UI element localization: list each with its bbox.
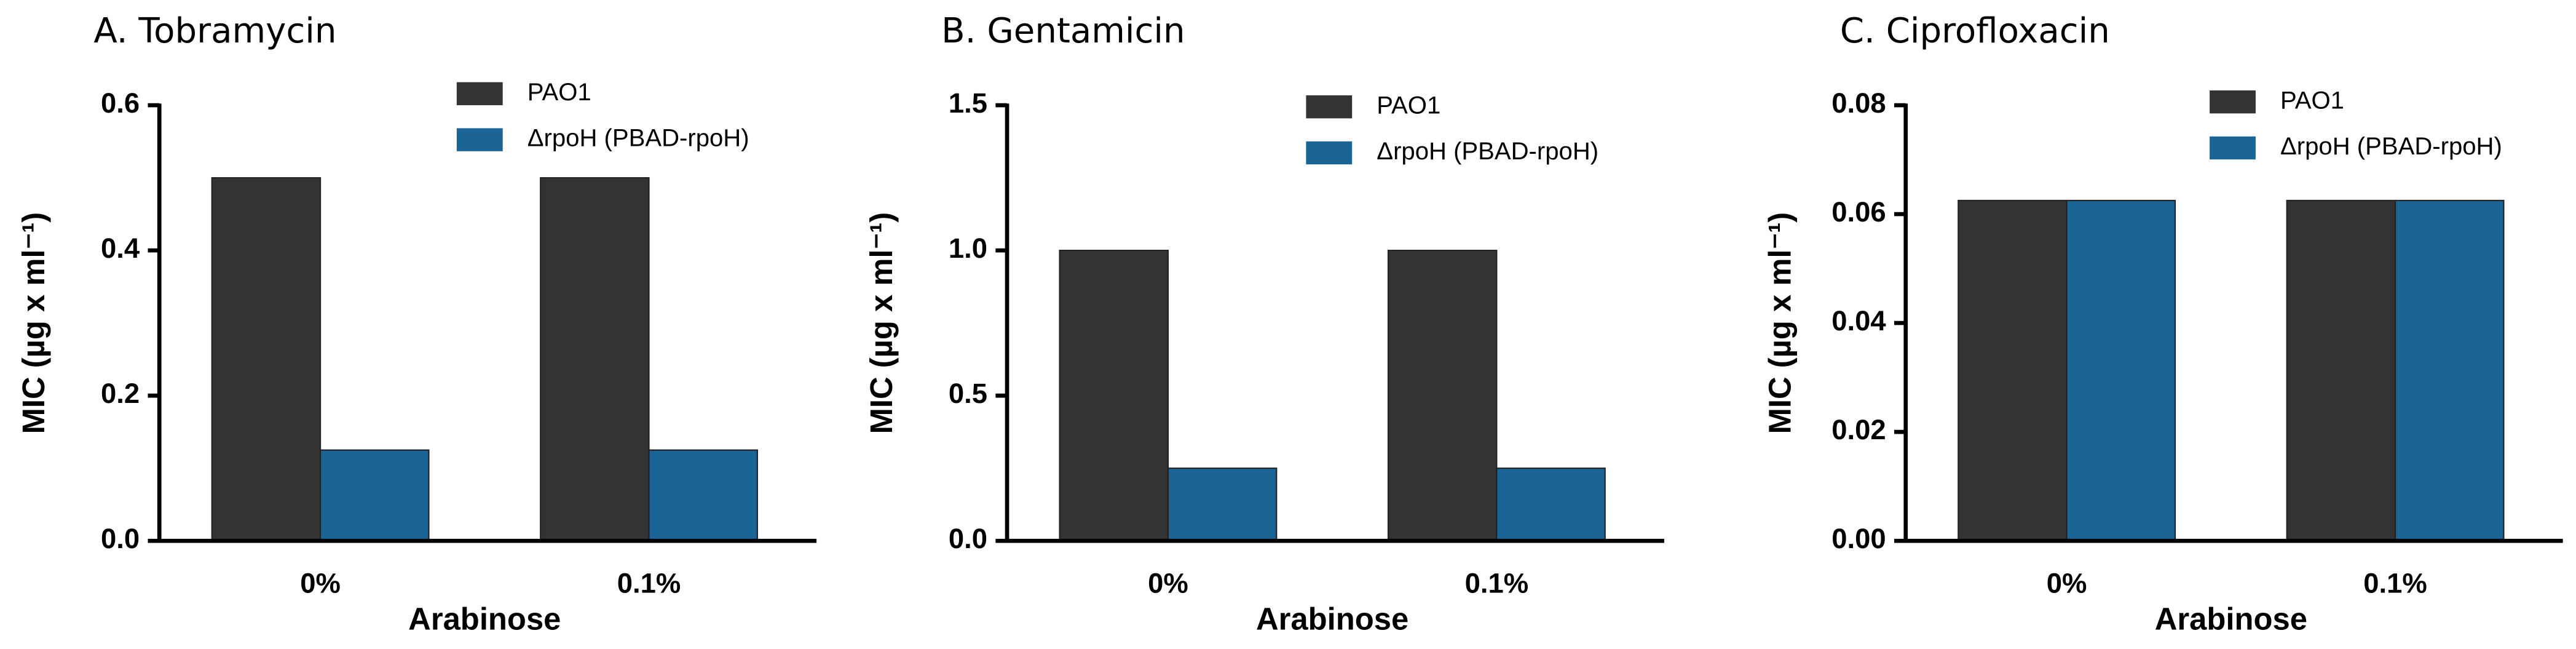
y-tick-label: 0.00 — [1831, 523, 1886, 554]
x-tick-label: 0.1% — [617, 567, 681, 599]
x-tick-label: 0% — [2047, 567, 2087, 599]
bar — [1387, 250, 1498, 542]
y-tick-label: 1.0 — [949, 233, 987, 264]
x-axis-label: Arabinose — [1256, 602, 1409, 637]
x-tick-label: 0.1% — [1465, 567, 1529, 599]
legend-label: ΔrpoH (PBAD-rpoH) — [2280, 133, 2502, 160]
bar — [211, 177, 322, 542]
legend-swatch — [456, 82, 503, 106]
legend-swatch — [2210, 90, 2256, 114]
x-axis-label: Arabinose — [2155, 602, 2307, 637]
legend-swatch — [1306, 141, 1353, 165]
bar — [540, 177, 650, 542]
x-tick-label: 0% — [1148, 567, 1188, 599]
bar — [1496, 468, 1606, 542]
legend-label: PAO1 — [1377, 92, 1440, 119]
x-tick-label: 0.1% — [2363, 567, 2427, 599]
y-tick-label: 0.04 — [1831, 305, 1886, 336]
x-axis-label: Arabinose — [408, 602, 561, 637]
bar — [1059, 250, 1169, 542]
y-tick-label: 0.06 — [1831, 196, 1886, 228]
y-tick-label: 0.0 — [101, 523, 140, 554]
bar — [1958, 199, 2068, 542]
legend-label: PAO1 — [2280, 87, 2344, 114]
bar — [2066, 199, 2176, 542]
chart-title: B. Gentamicin — [941, 11, 1185, 51]
y-tick-label: 0.0 — [949, 523, 987, 554]
y-axis-label: MIC (µg x ml⁻¹) — [16, 212, 51, 434]
legend-swatch — [2210, 136, 2256, 160]
legend-label: ΔrpoH (PBAD-rpoH) — [1377, 138, 1598, 165]
y-tick-label: 0.4 — [101, 233, 140, 264]
chart-title: C. Ciprofloxacin — [1840, 11, 2110, 51]
legend-swatch — [1306, 95, 1353, 119]
y-tick-label: 0.08 — [1831, 87, 1886, 119]
bar — [320, 449, 430, 542]
y-tick-label: 1.5 — [949, 87, 987, 119]
legend-label: ΔrpoH (PBAD-rpoH) — [527, 125, 749, 152]
bar — [648, 449, 758, 542]
legend-swatch — [456, 128, 503, 151]
legend-label: PAO1 — [527, 79, 591, 106]
y-tick-label: 0.2 — [101, 378, 140, 409]
y-tick-label: 0.02 — [1831, 414, 1886, 445]
bar — [1167, 468, 1278, 542]
bar — [2394, 199, 2505, 542]
x-tick-label: 0% — [300, 567, 341, 599]
y-axis-label: MIC (µg x ml⁻¹) — [864, 212, 899, 434]
y-axis-label: MIC (µg x ml⁻¹) — [1763, 212, 1798, 434]
y-tick-label: 0.6 — [101, 87, 140, 119]
chart-title: A. Tobramycin — [93, 11, 336, 51]
y-tick-label: 0.5 — [949, 378, 987, 409]
bar — [2286, 199, 2396, 542]
